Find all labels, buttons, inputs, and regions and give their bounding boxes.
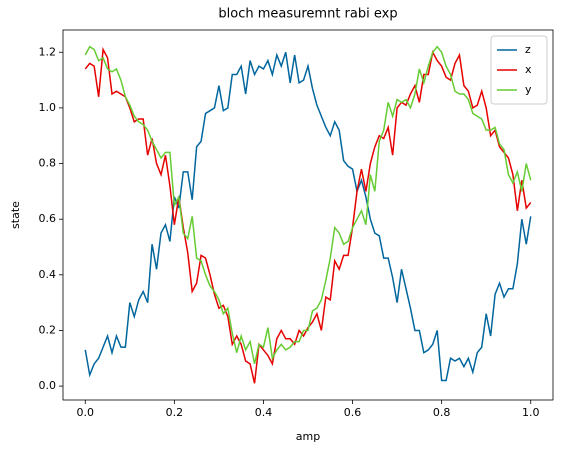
- plot-frame: [62, 29, 554, 401]
- legend-label: x: [525, 63, 532, 76]
- y-tick-label: 1.2: [39, 45, 57, 58]
- series-line: [84, 46, 532, 384]
- legend-label: z: [525, 43, 531, 56]
- y-tick-label: 0.8: [39, 157, 57, 170]
- x-tick-label: 0.8: [433, 406, 451, 419]
- x-tick-label: 0.2: [166, 406, 184, 419]
- y-axis-label: state: [9, 201, 22, 229]
- series-line: [84, 45, 532, 365]
- y-tick-label: 1.0: [39, 101, 57, 114]
- y-tick-label: 0.0: [39, 379, 57, 392]
- y-tick-label: 0.6: [39, 212, 57, 225]
- y-tick-label: 0.2: [39, 323, 57, 336]
- x-tick-label: 0.0: [77, 406, 95, 419]
- y-tick-label: 0.4: [39, 268, 57, 281]
- series-line: [84, 52, 532, 382]
- x-tick-label: 1.0: [522, 406, 540, 419]
- x-tick-label: 0.6: [344, 406, 362, 419]
- legend-label: y: [525, 83, 532, 96]
- chart-title: bloch measuremnt rabi exp: [218, 7, 397, 22]
- x-tick-label: 0.4: [255, 406, 273, 419]
- legend-box: [490, 35, 548, 105]
- x-axis-label: amp: [296, 430, 320, 443]
